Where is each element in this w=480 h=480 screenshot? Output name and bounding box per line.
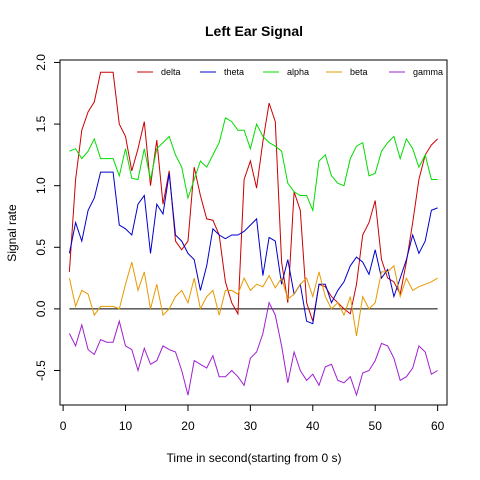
legend-label-theta: theta bbox=[224, 67, 244, 77]
legend-label-alpha: alpha bbox=[287, 67, 309, 77]
legend-label-gamma: gamma bbox=[413, 67, 443, 77]
y-tick-label: 1.5 bbox=[34, 115, 48, 132]
y-tick-label: -0.5 bbox=[34, 360, 48, 381]
x-tick-label: 30 bbox=[244, 419, 258, 433]
y-tick-label: 2.0 bbox=[34, 54, 48, 71]
legend-label-delta: delta bbox=[161, 67, 181, 77]
x-tick-label: 10 bbox=[119, 419, 133, 433]
series-line-theta bbox=[68, 171, 438, 325]
series-line-delta bbox=[68, 71, 438, 322]
x-tick-label: 40 bbox=[306, 419, 320, 433]
y-tick-label: 0.5 bbox=[34, 239, 48, 256]
legend-label-beta: beta bbox=[350, 67, 368, 77]
chart-title: Left Ear Signal bbox=[205, 23, 303, 39]
series-layer bbox=[68, 71, 438, 397]
x-tick-label: 50 bbox=[369, 419, 383, 433]
y-axis: -0.5 0.0 0.5 1.0 1.5 2.0 bbox=[34, 54, 61, 381]
x-axis: 0 10 20 30 40 50 60 bbox=[60, 404, 445, 433]
y-tick-label: 1.0 bbox=[34, 177, 48, 194]
x-tick-label: 20 bbox=[181, 419, 195, 433]
series-line-alpha bbox=[69, 117, 438, 213]
y-axis-label: Signal rate bbox=[5, 204, 19, 262]
series-line-beta bbox=[68, 261, 438, 337]
series-line-gamma bbox=[68, 301, 438, 397]
x-tick-label: 60 bbox=[431, 419, 445, 433]
x-tick-label: 0 bbox=[60, 419, 67, 433]
x-axis-label: Time in second(starting from 0 s) bbox=[167, 451, 342, 465]
y-tick-label: 0.0 bbox=[34, 300, 48, 317]
legend: delta theta alpha beta gamma bbox=[137, 67, 443, 77]
